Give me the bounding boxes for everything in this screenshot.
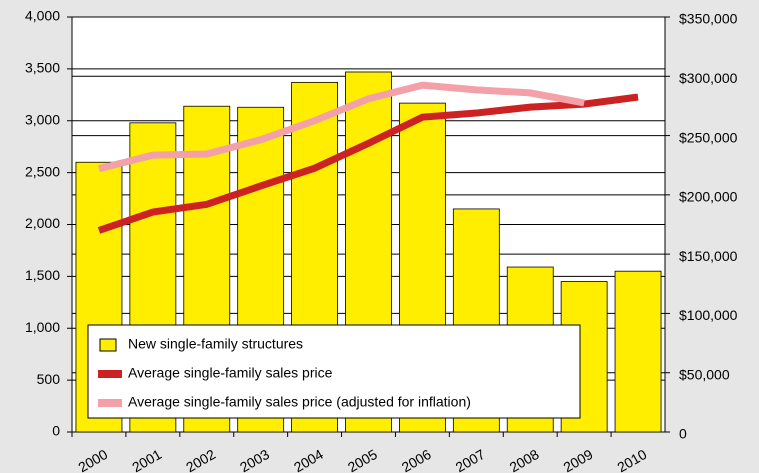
x-tick-label: 2007 [453,446,488,473]
x-tick-label: 2002 [183,446,218,473]
x-tick-label: 2006 [399,446,434,473]
y2-tick-label: $350,000 [679,11,738,27]
y2-tick-label: 0 [679,426,687,442]
y2-tick-label: $150,000 [679,248,738,264]
y-tick-label: 1,500 [25,267,60,283]
y-tick-label: 0 [52,423,60,439]
y-tick-label: 3,000 [25,111,60,127]
legend-swatch [98,370,122,378]
legend-swatch [98,399,122,407]
legend-swatch [99,338,117,352]
y-tick-label: 2,000 [25,215,60,231]
line [97,93,639,234]
x-tick-label: 2000 [75,446,110,473]
bar [614,270,662,433]
y2-tick-label: $200,000 [679,189,738,205]
y-tick-label: 2,500 [25,163,60,179]
x-tick-label: 2003 [237,446,272,473]
legend [87,324,581,419]
x-tick-label: 2004 [291,446,326,473]
y2-tick-label: $50,000 [679,366,730,382]
y2-tick-label: $300,000 [679,70,738,86]
line [98,81,585,173]
x-tick-label: 2001 [129,446,164,473]
x-tick-label: 2008 [507,446,542,473]
y-tick-label: 500 [37,371,61,387]
x-tick-label: 2009 [561,446,596,473]
y2-tick-label: $250,000 [679,129,738,145]
y-tick-label: 3,500 [25,60,60,76]
legend-label: Average single-family sales price [128,365,333,381]
y-tick-label: 1,000 [25,319,60,335]
x-tick-label: 2005 [345,446,380,473]
y-tick-label: 4,000 [25,8,60,24]
legend-label: New single-family structures [128,336,303,352]
y2-tick-label: $100,000 [679,307,738,323]
legend-label: Average single-family sales price (adjus… [128,394,471,410]
x-tick-label: 2010 [614,446,649,473]
